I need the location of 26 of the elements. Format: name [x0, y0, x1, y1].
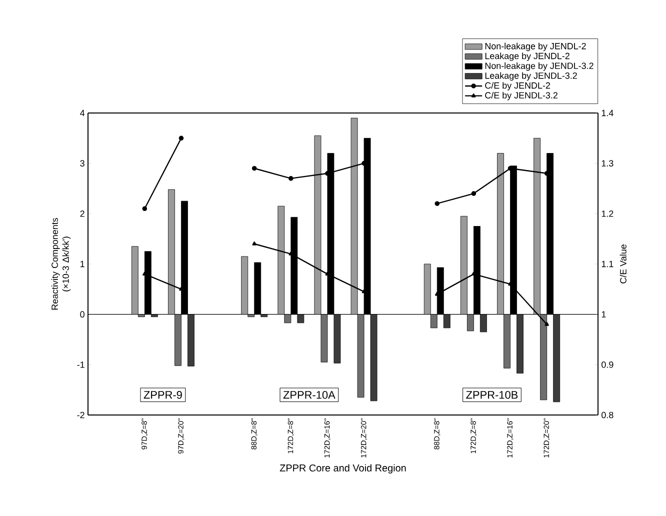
y2-tick-label: 1.2 [602, 210, 614, 217]
legend-label: Non-leakage by JENDL-3.2 [485, 62, 594, 71]
annotation: ZPPR-10A [283, 390, 336, 399]
y-tick-label: 2 [80, 210, 84, 217]
y2-axis-title: C/E Value [620, 244, 626, 284]
x-axis-title: ZPPR Core and Void Region [280, 464, 406, 474]
legend-label: C/E by JENDL-2 [485, 82, 550, 90]
y2-tick-label: 0.9 [602, 361, 614, 368]
y-tick-label: 3 [80, 160, 84, 167]
legend-label: Leakage by JENDL-3.2 [485, 72, 577, 81]
legend-label: C/E by JENDL-3.2 [485, 92, 558, 100]
y2-tick-label: 0.8 [602, 412, 614, 418]
y2-tick-label: 1 [602, 311, 606, 318]
y-tick-label: -1 [77, 362, 84, 368]
legend-label: Leakage by JENDL-2 [485, 52, 570, 61]
y-tick-label: -2 [77, 412, 84, 418]
y-tick-label: 1 [80, 260, 84, 268]
y-axis-title: Reactivity Components (×10-3 Δk/kk') [51, 218, 71, 310]
y-tick-label: 4 [80, 110, 85, 116]
y2-tick-label: 1.4 [602, 110, 614, 116]
y2-tick-label: 1.1 [602, 260, 614, 268]
y2-tick-label: 1.3 [602, 160, 614, 167]
annotation: ZPPR-10B [466, 390, 518, 399]
y-tick-label: 0 [80, 311, 84, 318]
legend-label: Non-leakage by JENDL-2 [485, 42, 586, 52]
annotation: ZPPR-9 [144, 390, 182, 399]
